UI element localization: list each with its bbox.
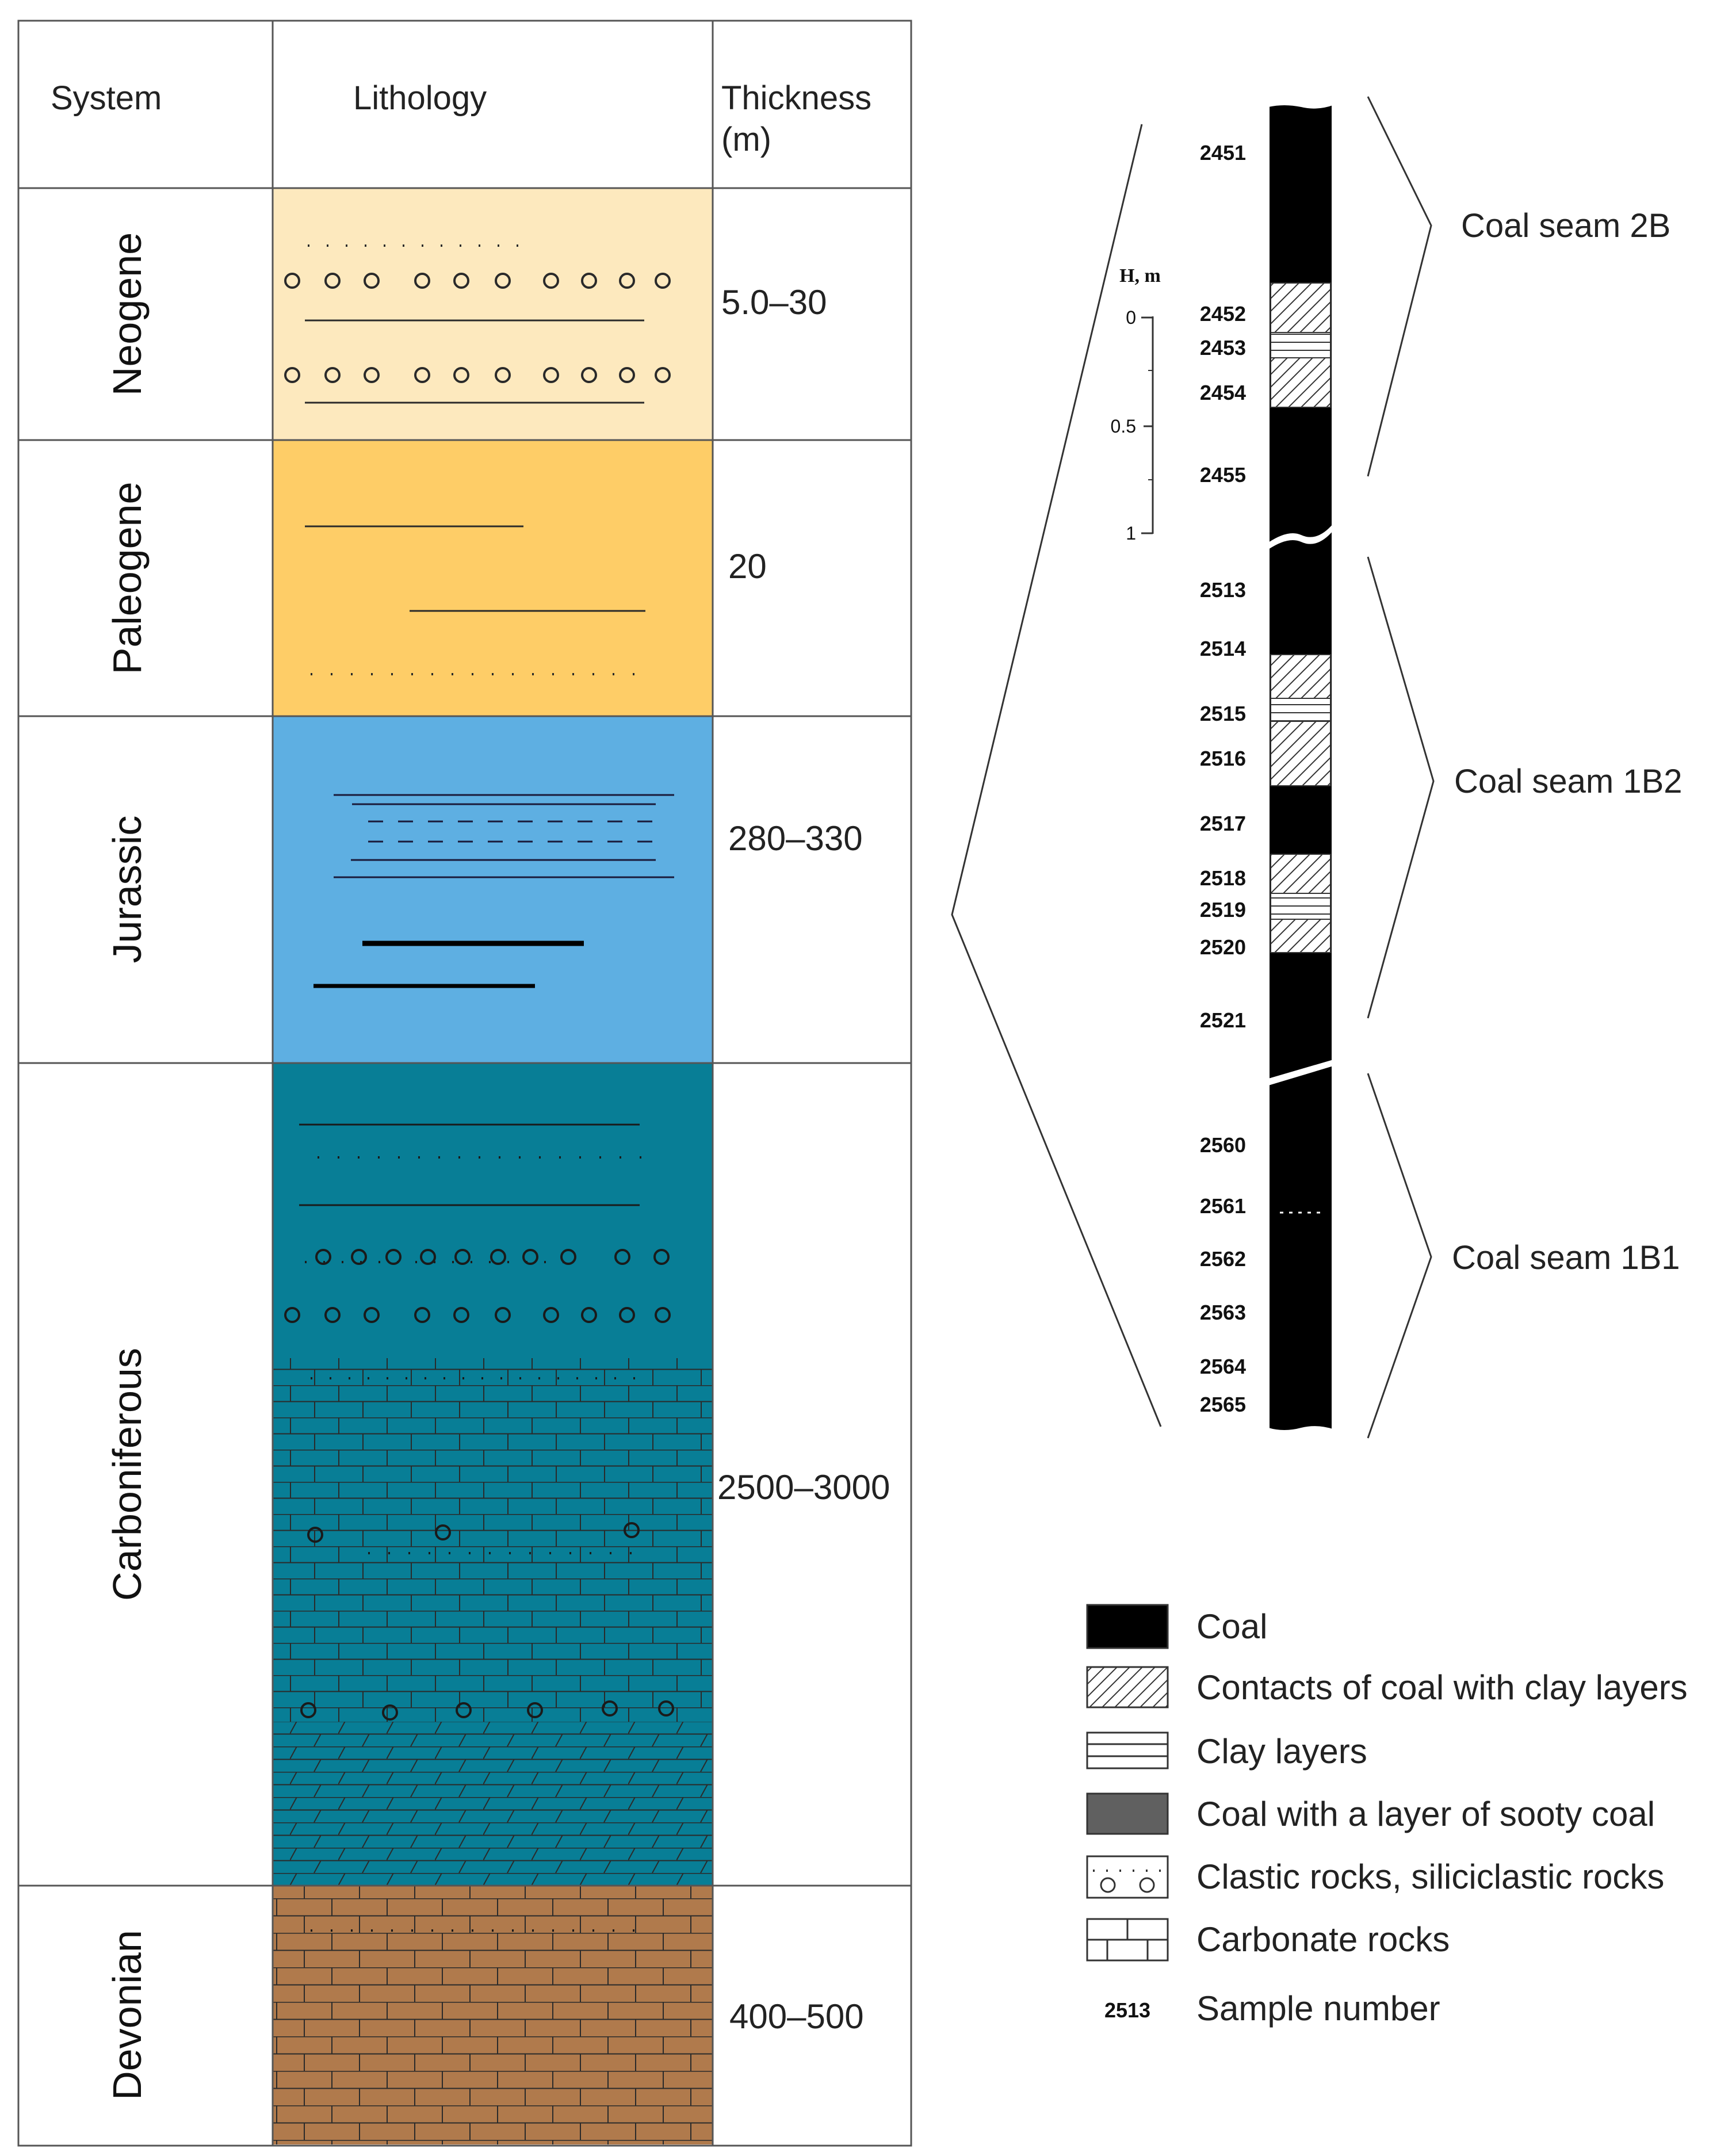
- system-paleogene: Paleogene: [105, 482, 150, 675]
- legend-label-sample: Sample number: [1196, 1989, 1440, 2028]
- sample-numbers: 2451 2452 2453 2454 2455 2513 2514 2515 …: [1200, 141, 1246, 1416]
- legend-swatch-contacts: [1086, 1666, 1169, 1708]
- thickness-jurassic: 280–330: [728, 819, 863, 858]
- devonian-fill: [273, 1886, 713, 2144]
- paleogene-fill: [273, 440, 713, 716]
- system-devonian: Devonian: [105, 1930, 150, 2100]
- dolomite-pattern-fill: [273, 1722, 713, 1886]
- thickness-devonian: 400–500: [729, 1997, 864, 2036]
- header-thickness: Thickness: [721, 79, 871, 117]
- legend-label-coal: Coal: [1196, 1607, 1267, 1646]
- column-grid: [17, 20, 912, 2147]
- sample-label: 2521: [1200, 1008, 1246, 1032]
- seam-1b1-label: Coal seam 1B1: [1452, 1239, 1680, 1276]
- sample-label: 2454: [1200, 381, 1246, 404]
- sample-label: 2516: [1200, 747, 1246, 770]
- seam-labels: Coal seam 2B Coal seam 1B2 Coal seam 1B1: [1452, 207, 1683, 1276]
- scale-title: H, m: [1119, 265, 1161, 286]
- header-lithology: Lithology: [353, 79, 487, 117]
- legend-swatch-clay: [1086, 1731, 1169, 1769]
- sample-label: 2455: [1200, 463, 1246, 487]
- sample-label: 2519: [1200, 898, 1246, 922]
- coal-profile: H, m 0 0.5 1 2451 2452 2453 2454 2455 25…: [951, 96, 1683, 1440]
- sample-label: 2563: [1200, 1301, 1246, 1324]
- seam-gap-1: [1268, 523, 1333, 549]
- neogene-fill: [273, 188, 713, 440]
- clay-layers: [1270, 332, 1331, 920]
- header-thickness-unit: (m): [721, 121, 771, 158]
- sample-label: 2565: [1200, 1393, 1246, 1416]
- column-header: System Lithology Thickness (m): [51, 79, 871, 158]
- column-bottom-edge: [1268, 1426, 1335, 1440]
- thickness-paleogene: 20: [728, 547, 767, 586]
- legend-label-sooty: Coal with a layer of sooty coal: [1196, 1795, 1655, 1833]
- legend-sample-code: 2513: [1104, 1998, 1150, 2022]
- legend-label-carbonate: Carbonate rocks: [1196, 1920, 1450, 1959]
- paleogene-symbols: [305, 525, 647, 675]
- sample-label: 2564: [1200, 1355, 1246, 1378]
- column-top-edge: [1268, 98, 1335, 109]
- sample-label: 2561: [1200, 1194, 1246, 1218]
- stratigraphic-column: System Lithology Thickness (m) Neogene P…: [17, 20, 912, 2147]
- scale-tick-0: 0: [1126, 307, 1136, 328]
- sample-label: 2514: [1200, 637, 1246, 660]
- legend-swatch-sooty: [1086, 1792, 1169, 1835]
- legend-swatch-carbonate: [1086, 1918, 1169, 1962]
- legend-label-clastic: Clastic rocks, siliciclastic rocks: [1196, 1857, 1664, 1896]
- carboniferous-fill: [273, 1063, 713, 1358]
- seam-2b-label: Coal seam 2B: [1461, 207, 1670, 244]
- sample-label: 2520: [1200, 935, 1246, 959]
- depth-scale: H, m 0 0.5 1: [1111, 265, 1161, 544]
- contact-layers: [1270, 282, 1331, 953]
- seam-1b2-label: Coal seam 1B2: [1454, 763, 1683, 800]
- sample-label: 2451: [1200, 141, 1246, 165]
- thickness-neogene: 5.0–30: [721, 283, 827, 322]
- system-jurassic: Jurassic: [105, 816, 150, 964]
- scale-tick-05: 0.5: [1111, 416, 1136, 437]
- legend: 2513 Coal Contacts of coal with clay lay…: [1086, 1604, 1688, 2028]
- sample-label: 2452: [1200, 302, 1246, 326]
- carboniferous-symbols: [284, 1123, 674, 1721]
- sample-label: 2513: [1200, 578, 1246, 602]
- thickness-values: 5.0–30 20 280–330 2500–3000 400–500: [717, 283, 890, 2036]
- legend-swatches: [1086, 1604, 1169, 1962]
- sample-label: 2453: [1200, 336, 1246, 360]
- legend-labels: Coal Contacts of coal with clay layers C…: [1196, 1607, 1688, 2028]
- seam-brackets: [1367, 96, 1435, 1439]
- carbonate-pattern-fill: [273, 1358, 713, 1722]
- legend-swatch-coal: [1086, 1604, 1169, 1649]
- scale-tick-1: 1: [1126, 523, 1136, 544]
- sample-label: 2562: [1200, 1247, 1246, 1271]
- sample-label: 2560: [1200, 1133, 1246, 1157]
- sample-label: 2518: [1200, 866, 1246, 890]
- legend-swatch-clastic: [1086, 1855, 1169, 1899]
- system-labels: Neogene Paleogene Jurassic Carboniferous…: [105, 232, 150, 2100]
- neogene-symbols: [284, 244, 671, 404]
- system-carboniferous: Carboniferous: [105, 1348, 150, 1601]
- sample-label: 2515: [1200, 702, 1246, 725]
- sample-label: 2517: [1200, 812, 1246, 835]
- jurassic-symbols: [313, 794, 674, 988]
- legend-label-contacts: Contacts of coal with clay layers: [1196, 1668, 1688, 1707]
- seam-gap-2: [1268, 1060, 1333, 1085]
- header-system: System: [51, 79, 162, 117]
- expansion-bracket: [951, 124, 1162, 1427]
- jurassic-fill: [273, 716, 713, 1063]
- system-neogene: Neogene: [105, 232, 150, 396]
- legend-label-clay: Clay layers: [1196, 1732, 1367, 1771]
- thickness-carboniferous: 2500–3000: [717, 1468, 890, 1507]
